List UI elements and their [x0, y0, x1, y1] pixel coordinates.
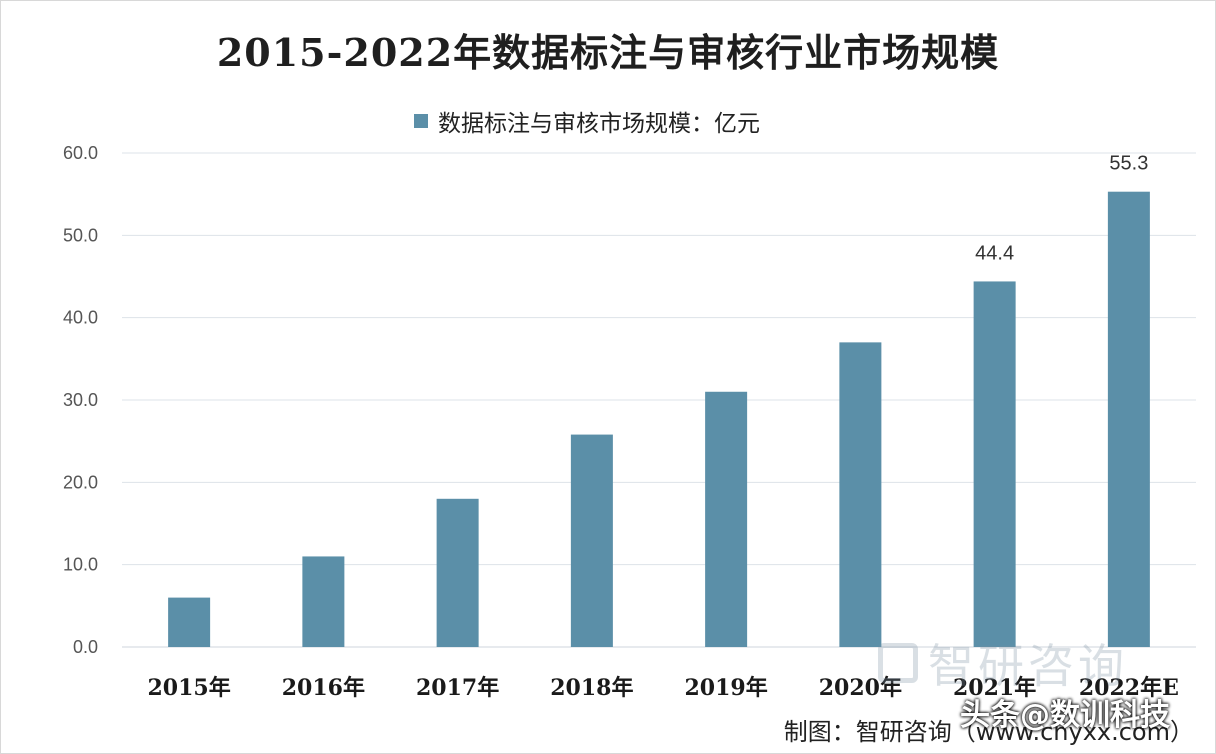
chart-title: 2015-2022年数据标注与审核行业市场规模 [216, 30, 1000, 75]
source-note: 制图：智研咨询（www.chyxx.com） [783, 718, 1194, 746]
bar [839, 342, 882, 647]
bar [570, 434, 613, 647]
bars [168, 191, 1150, 648]
watermark-logo-icon [878, 643, 918, 683]
data-label: 44.4 [975, 242, 1014, 264]
y-tick-label: 50.0 [63, 225, 98, 245]
x-tick-label: 2016年 [282, 675, 365, 701]
data-labels: 44.4 55.3 [975, 153, 1148, 265]
overlay-tag: 头条@数训科技 [960, 698, 1170, 733]
y-tick-label: 40.0 [63, 308, 98, 328]
watermark-text: 智研咨询 [928, 639, 1128, 693]
x-tick-label: 2015年 [148, 675, 231, 701]
x-tick-label: 2017年 [416, 675, 499, 701]
y-tick-label: 60.0 [63, 143, 98, 163]
x-tick-label: 2018年 [550, 675, 633, 701]
x-tick-label: 2022年E [1079, 675, 1179, 701]
bar [302, 556, 345, 647]
legend-label: 数据标注与审核市场规模：亿元 [438, 111, 760, 137]
watermark: 智研咨询 [878, 630, 1128, 696]
x-tick-label: 2021年 [953, 675, 1036, 701]
bar [705, 391, 748, 647]
x-axis-ticks: 2015年 2016年 2017年 2018年 2019年 2020年 2021年 2022年… [148, 675, 1179, 701]
x-tick-label: 2019年 [685, 675, 768, 701]
bar [436, 498, 479, 647]
grid-lines [122, 152, 1196, 648]
y-tick-label: 10.0 [63, 555, 98, 575]
x-tick-label: 2020年 [819, 675, 902, 701]
y-tick-label: 0.0 [73, 637, 98, 657]
y-axis-ticks: 0.0 10.0 20.0 30.0 40.0 50.0 60.0 [63, 143, 98, 657]
bar [1107, 191, 1150, 648]
data-label: 55.3 [1109, 153, 1148, 175]
y-tick-label: 30.0 [63, 390, 98, 410]
legend-swatch [414, 114, 428, 128]
bar [168, 597, 211, 647]
bar [973, 281, 1016, 647]
y-tick-label: 20.0 [63, 472, 98, 492]
chart-legend: 数据标注与审核市场规模：亿元 [414, 104, 760, 138]
